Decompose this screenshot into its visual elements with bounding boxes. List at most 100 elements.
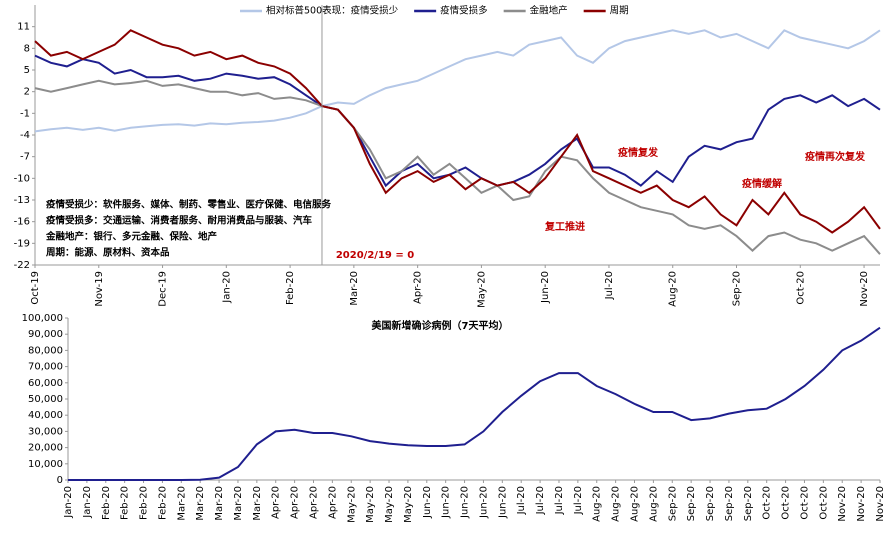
y-tick-label: -13	[14, 195, 30, 206]
legend-label: 金融地产	[530, 5, 568, 17]
y-tick-label: -10	[14, 173, 30, 184]
x-tick-label: May-20	[346, 486, 357, 523]
y-tick-label: 0	[57, 475, 63, 486]
x-tick-label: Jun-20	[441, 486, 452, 519]
legend-label: 疫情受损多	[440, 5, 488, 17]
x-tick-label: Jun-20	[497, 486, 508, 519]
x-tick-label: Apr-20	[290, 486, 301, 519]
y-tick-label: 60,000	[28, 378, 63, 389]
series-line	[68, 326, 881, 481]
x-tick-label: Jan-20	[82, 486, 93, 519]
x-tick-label: Dec-19	[158, 271, 169, 307]
x-tick-label: Mar-20	[252, 486, 263, 521]
x-tick-label: Nov-20	[856, 486, 867, 522]
x-tick-label: Aug-20	[648, 486, 659, 522]
x-tick-label: Nov-20	[859, 271, 870, 307]
y-tick-label: 10,000	[28, 459, 63, 470]
legend-label: 相对标普500表现：疫情受损少	[266, 5, 399, 17]
x-tick-label: Jun-20	[478, 486, 489, 519]
x-tick-label: Oct-20	[818, 486, 829, 520]
y-tick-label: -7	[20, 152, 30, 163]
x-tick-label: Sep-20	[724, 486, 735, 521]
y-tick-label: -16	[14, 217, 30, 228]
x-tick-label: Feb-20	[139, 486, 150, 520]
note: 金融地产：银行、多元金融、保险、地产	[45, 231, 218, 243]
chart-title: 美国新增确诊病例（7天平均）	[372, 319, 509, 332]
y-tick-label: -22	[14, 260, 30, 271]
x-tick-label: Jul-20	[573, 486, 584, 515]
annotation: 疫情缓解	[742, 177, 782, 190]
x-tick-label: Feb-20	[285, 271, 296, 305]
x-tick-label: Sep-20	[686, 486, 697, 521]
x-tick-label: Mar-20	[214, 486, 225, 521]
annotation: 2020/2/19 = 0	[336, 250, 414, 261]
x-tick-label: Oct-20	[762, 486, 773, 520]
x-tick-label: Aug-20	[668, 271, 679, 307]
x-tick-label: Mar-20	[233, 486, 244, 521]
note: 疫情受损少：软件服务、媒体、制药、零售业、医疗保健、电信服务	[46, 199, 332, 211]
y-tick-label: 100,000	[22, 313, 63, 324]
x-tick-label: Jul-20	[516, 486, 527, 515]
x-tick-label: Jul-20	[554, 486, 565, 515]
y-tick-label: -4	[20, 130, 30, 141]
x-tick-label: Apr-20	[308, 486, 319, 519]
x-tick-label: Sep-20	[705, 486, 716, 521]
y-tick-label: -19	[14, 238, 30, 249]
x-tick-label: Jun-20	[540, 271, 551, 304]
x-tick-label: May-20	[365, 486, 376, 523]
x-tick-label: Jan-20	[63, 486, 74, 519]
x-tick-label: Jan-20	[221, 271, 232, 304]
x-tick-label: May-20	[384, 486, 395, 523]
x-tick-label: Jun-20	[422, 486, 433, 519]
y-tick-label: -1	[20, 108, 30, 119]
series-line	[34, 29, 881, 133]
y-tick-label: 90,000	[28, 329, 63, 340]
x-tick-label: Aug-20	[611, 486, 622, 522]
x-tick-label: Oct-20	[795, 271, 806, 305]
x-tick-label: Jun-20	[460, 486, 471, 519]
x-tick-label: May-20	[403, 486, 414, 523]
y-tick-label: 50,000	[28, 394, 63, 405]
series-line	[34, 79, 881, 255]
x-tick-label: Nov-20	[875, 486, 886, 522]
x-tick-label: Oct-20	[799, 486, 810, 520]
annotation: 复工推进	[544, 220, 585, 233]
x-tick-label: Apr-20	[413, 271, 424, 304]
y-tick-label: 40,000	[28, 410, 63, 421]
x-tick-label: Mar-20	[176, 486, 187, 521]
y-tick-label: 8	[24, 43, 30, 54]
x-tick-label: Mar-20	[195, 486, 206, 521]
series-line	[34, 29, 881, 234]
x-tick-label: Nov-19	[94, 271, 105, 307]
x-tick-label: Feb-20	[101, 486, 112, 520]
x-tick-label: Jul-20	[604, 271, 615, 300]
legend-label: 周期	[610, 6, 629, 17]
note: 周期：能源、原材料、资本品	[46, 247, 170, 259]
note: 疫情受损多：交通运输、消费者服务、耐用消费品与服装、汽车	[46, 215, 313, 227]
annotation: 疫情复发	[618, 146, 659, 159]
y-tick-label: 30,000	[28, 426, 63, 437]
series-line	[34, 54, 881, 188]
x-tick-label: Sep-20	[743, 486, 754, 521]
y-tick-label: 80,000	[28, 345, 63, 356]
y-tick-label: 5	[24, 65, 30, 76]
y-tick-label: 70,000	[28, 362, 63, 373]
x-tick-label: Feb-20	[157, 486, 168, 520]
x-tick-label: Apr-20	[271, 486, 282, 519]
x-tick-label: Aug-20	[630, 486, 641, 522]
x-tick-label: Oct-19	[30, 271, 41, 305]
y-tick-label: 11	[17, 22, 30, 33]
x-tick-label: Apr-20	[327, 486, 338, 519]
x-tick-label: Oct-20	[781, 486, 792, 520]
y-tick-label: 20,000	[28, 443, 63, 454]
x-tick-label: May-20	[476, 271, 487, 308]
x-tick-label: Jul-20	[535, 486, 546, 515]
y-tick-label: 2	[24, 87, 30, 98]
x-tick-label: Feb-20	[120, 486, 131, 520]
x-tick-label: Mar-20	[349, 271, 360, 306]
annotation: 疫情再次复发	[805, 150, 866, 163]
x-tick-label: Sep-20	[732, 271, 743, 306]
x-tick-label: Nov-20	[837, 486, 848, 522]
